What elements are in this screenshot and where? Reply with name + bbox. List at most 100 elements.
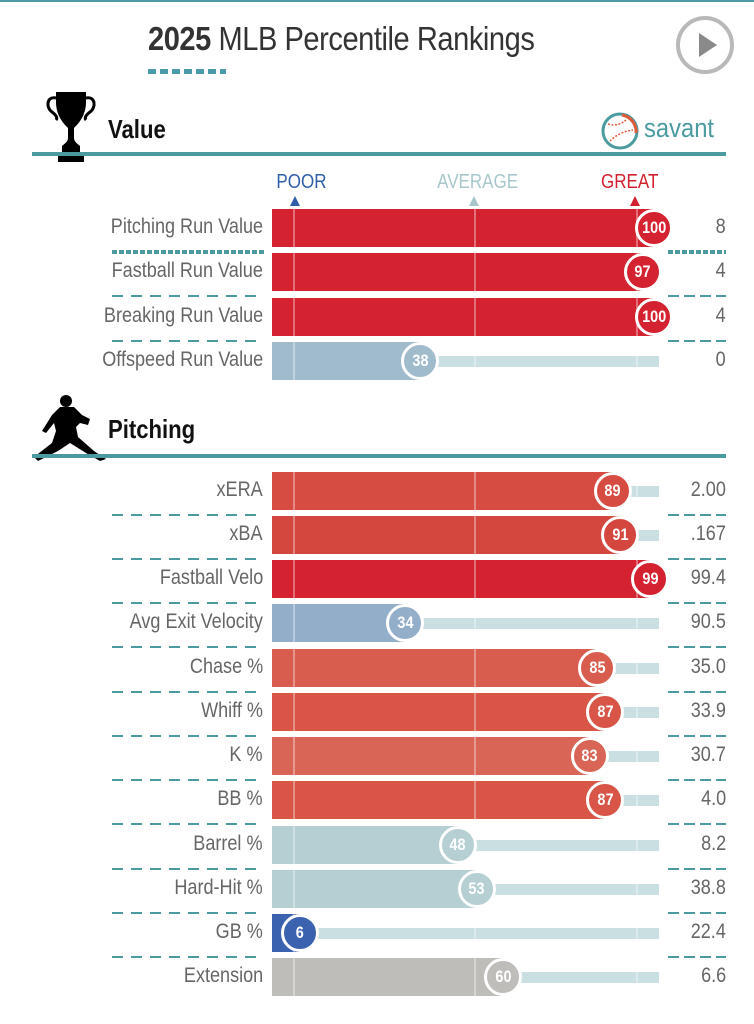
percentile-value: 100 [641, 218, 667, 237]
metric-label: Whiff % [201, 699, 263, 722]
percentile-track [272, 618, 659, 629]
percentile-bubble: 85 [578, 649, 617, 687]
gridline [474, 604, 476, 642]
metric-value: .167 [690, 522, 726, 545]
metric-row[interactable]: GB % 6 22.4 [0, 912, 754, 956]
percentile-bubble: 53 [457, 870, 496, 908]
gridline [474, 253, 476, 291]
metric-row[interactable]: xERA 89 2.00 [0, 470, 754, 514]
row-separator-right [668, 823, 726, 825]
gridline [474, 472, 476, 510]
gridline [293, 870, 295, 908]
percentile-bar [272, 870, 477, 908]
metric-row[interactable]: Hard-Hit % 53 38.8 [0, 868, 754, 912]
percentile-bar [272, 826, 458, 864]
percentile-bar [272, 649, 598, 687]
metric-row[interactable]: Whiff % 87 33.9 [0, 691, 754, 735]
row-separator-left [112, 295, 264, 297]
gridline [293, 649, 295, 687]
percentile-value: 87 [596, 702, 614, 721]
percentile-bar [272, 737, 590, 775]
metric-label: xBA [229, 522, 263, 545]
row-separator-left [112, 558, 264, 560]
percentile-bubble: 100 [635, 298, 673, 336]
metric-label: Pitching Run Value [110, 215, 263, 238]
percentile-bubble: 6 [280, 914, 319, 952]
gridline [293, 826, 295, 864]
metric-value: 2.00 [690, 478, 726, 501]
percentile-value: 87 [596, 790, 614, 809]
metric-label: Offspeed Run Value [102, 348, 263, 371]
metric-row[interactable]: Barrel % 48 8.2 [0, 824, 754, 868]
metric-value: 90.5 [690, 610, 726, 633]
gridline [636, 781, 638, 819]
row-separator-left [112, 340, 264, 342]
metric-value: 22.4 [690, 920, 726, 943]
percentile-bubble: 48 [438, 826, 477, 864]
metric-value: 30.7 [690, 743, 726, 766]
gridline [474, 649, 476, 687]
metric-label: Breaking Run Value [103, 304, 263, 327]
metric-row[interactable]: Avg Exit Velocity 34 90.5 [0, 602, 754, 646]
metric-label: Hard-Hit % [174, 876, 263, 899]
percentile-value: 91 [612, 525, 629, 544]
percentile-bubble: 38 [401, 342, 440, 380]
gridline [293, 604, 295, 642]
metric-value: 6.6 [700, 964, 726, 987]
metric-row[interactable]: Pitching Run Value 100 8 [0, 207, 754, 251]
metric-value: 99.4 [690, 566, 726, 589]
metric-value: 38.8 [690, 876, 726, 899]
gridline [636, 342, 638, 380]
gridline [293, 693, 295, 731]
metric-row[interactable]: Offspeed Run Value 38 0 [0, 340, 754, 384]
row-separator-right [668, 956, 726, 958]
percentile-value: 99 [642, 569, 659, 588]
row-separator-left [112, 250, 264, 254]
metric-row[interactable]: Breaking Run Value 100 4 [0, 296, 754, 340]
percentile-bar [272, 560, 651, 598]
gridline [293, 472, 295, 510]
gridline [636, 693, 638, 731]
title-text: MLB Percentile Rankings [210, 20, 535, 57]
row-separator-left [112, 691, 264, 693]
savant-logo[interactable]: savant [600, 111, 714, 151]
gridline [474, 693, 476, 731]
percentile-bar [272, 472, 613, 510]
metric-row[interactable]: xBA 91 .167 [0, 514, 754, 558]
gridline [293, 253, 295, 291]
metric-label: BB % [217, 787, 263, 810]
percentile-bubble: 83 [570, 737, 609, 775]
gridline [474, 342, 476, 380]
row-separator-right [668, 295, 726, 297]
percentile-value: 85 [589, 658, 606, 677]
percentile-bar [272, 516, 621, 554]
row-separator-right [668, 340, 726, 342]
percentile-bubble: 60 [484, 958, 523, 996]
metric-row[interactable]: Extension 60 6.6 [0, 956, 754, 1000]
metric-row[interactable]: Fastball Run Value 97 4 [0, 251, 754, 295]
gridline [293, 516, 295, 554]
row-separator-left [112, 823, 264, 825]
metric-row[interactable]: BB % 87 4.0 [0, 779, 754, 823]
metric-row[interactable]: Fastball Velo 99 99.4 [0, 558, 754, 602]
axis-label-average: AVERAGE [437, 171, 519, 193]
row-separator-right [668, 602, 726, 604]
play-button[interactable] [676, 16, 734, 74]
metric-value: 33.9 [690, 699, 726, 722]
percentile-bubble: 34 [386, 604, 425, 642]
row-separator-left [112, 956, 264, 958]
percentile-value: 6 [295, 923, 304, 942]
metric-label: xERA [216, 478, 263, 501]
row-separator-left [112, 646, 264, 648]
percentile-value: 89 [604, 481, 621, 500]
axis-label-great: GREAT [601, 171, 659, 193]
percentile-bubble: 89 [593, 472, 632, 510]
row-separator-left [112, 602, 264, 604]
row-separator-right [668, 514, 726, 516]
percentile-bubble: 91 [601, 516, 640, 554]
row-separator-right [668, 868, 726, 870]
value-section-divider [32, 152, 726, 156]
metric-row[interactable]: Chase % 85 35.0 [0, 647, 754, 691]
metric-row[interactable]: K % 83 30.7 [0, 735, 754, 779]
page-title: 2025 MLB Percentile Rankings [148, 20, 535, 58]
